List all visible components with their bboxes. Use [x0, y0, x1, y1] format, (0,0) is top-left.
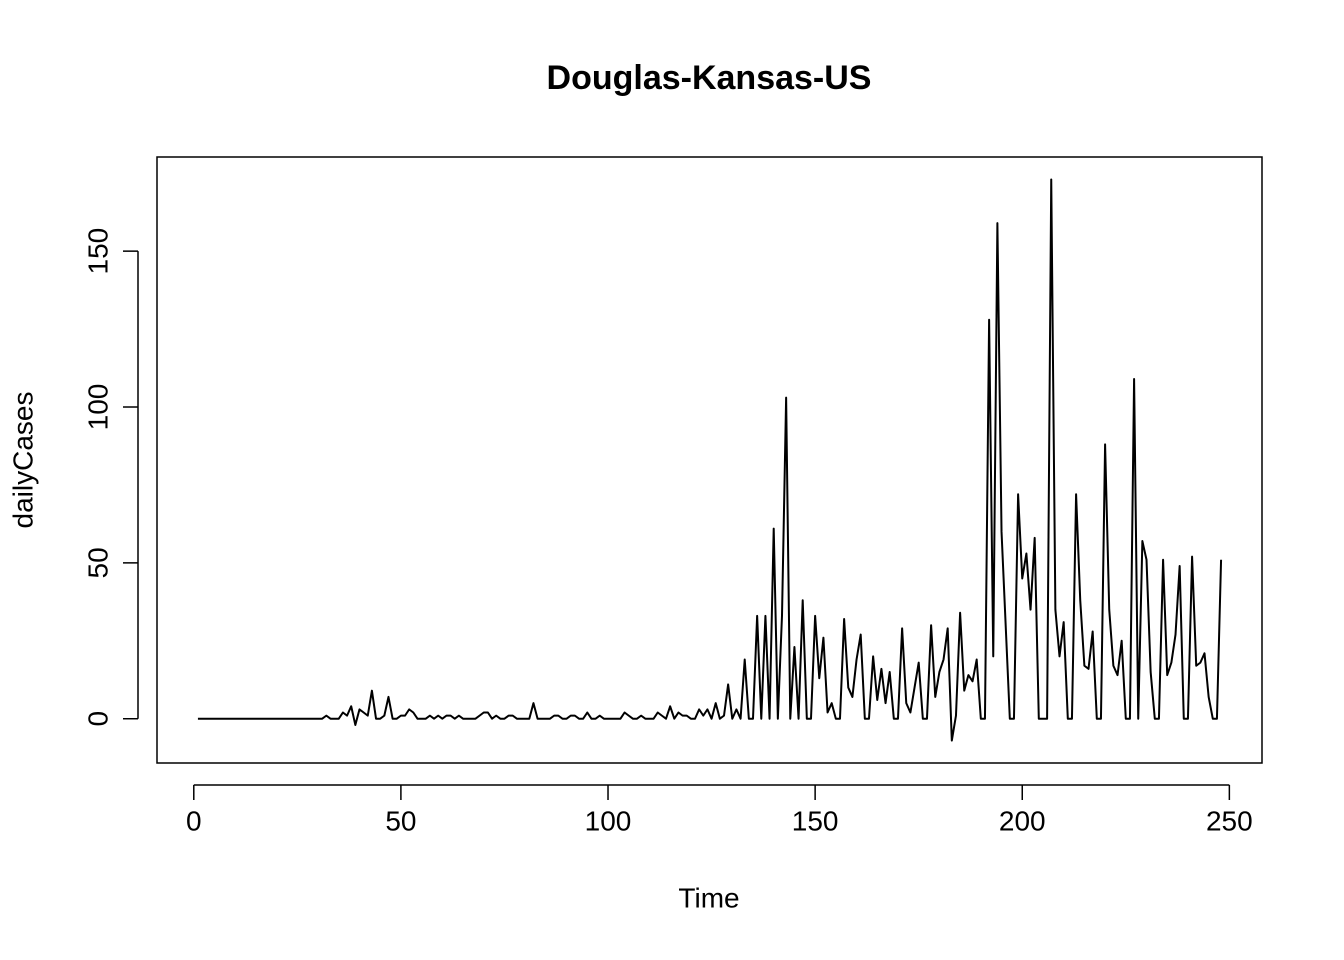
x-tick-label: 100 [585, 805, 632, 836]
y-tick-label: 0 [82, 711, 113, 727]
x-tick-label: 200 [999, 805, 1046, 836]
x-tick-label: 50 [385, 805, 416, 836]
series-line [197, 178, 1223, 742]
y-tick-label: 100 [82, 384, 113, 431]
y-tick-label: 50 [82, 547, 113, 578]
y-axis-label: dailyCases [7, 392, 38, 529]
x-tick-label: 150 [792, 805, 839, 836]
chart-title: Douglas-Kansas-US [547, 59, 872, 97]
x-tick-label: 250 [1206, 805, 1253, 836]
x-tick-label: 0 [186, 805, 202, 836]
plot-frame [156, 156, 1263, 764]
y-tick-label: 150 [82, 228, 113, 275]
x-axis-label: Time [678, 882, 739, 913]
